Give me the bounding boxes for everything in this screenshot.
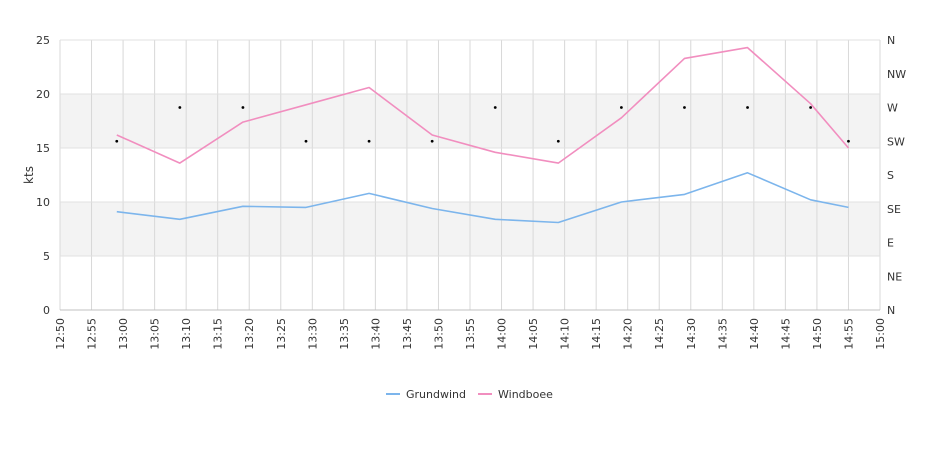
y2-tick-label: E (887, 237, 894, 250)
legend-label: Windboee (498, 388, 553, 401)
direction-point (746, 106, 749, 109)
direction-point (619, 106, 623, 109)
direction-point (809, 106, 813, 109)
direction-point (115, 139, 119, 143)
legend[interactable]: Grundwind Windboee (386, 388, 553, 401)
direction-point (430, 139, 434, 143)
y2-tick-label: SW (887, 135, 905, 148)
y-axis-title: kts (22, 166, 36, 184)
x-tick-label: 14:05 (527, 318, 540, 350)
y2-tick-label: W (887, 102, 898, 115)
y-axis-ticks: 0 5 10 15 20 25 (36, 34, 50, 317)
direction-point (304, 139, 308, 143)
x-tick-label: 14:30 (685, 318, 698, 350)
x-tick-label: 13:50 (432, 318, 445, 350)
x-tick-label: 13:10 (180, 318, 193, 350)
direction-point (241, 106, 245, 109)
x-tick-label: 13:40 (369, 318, 382, 350)
y2-tick-label: NW (887, 68, 906, 81)
x-axis-ticks: 12:50 12:55 13:00 13:05 13:10 13:15 13:20 13:25… (54, 318, 887, 350)
y-tick-label: 25 (36, 34, 50, 47)
x-tick-label: 13:25 (275, 318, 288, 350)
legend-label: Grundwind (406, 388, 466, 401)
legend-item-grundwind[interactable]: Grundwind (386, 388, 466, 401)
x-tick-label: 14:35 (716, 318, 729, 350)
y-tick-label: 10 (36, 196, 50, 209)
x-tick-label: 13:00 (117, 318, 130, 350)
x-tick-label: 13:35 (338, 318, 351, 350)
y2-tick-label: NE (887, 270, 902, 283)
y2-tick-label: S (887, 169, 894, 182)
x-tick-label: 15:00 (874, 318, 887, 350)
x-tick-label: 13:30 (306, 318, 319, 350)
x-tick-label: 13:45 (401, 318, 414, 350)
series-lines (116, 46, 850, 224)
x-tick-label: 13:15 (212, 318, 225, 350)
y-tick-label: 15 (36, 142, 50, 155)
x-tick-label: 14:20 (622, 318, 635, 350)
x-tick-label: 12:55 (86, 318, 99, 350)
x-tick-label: 12:50 (54, 318, 67, 350)
x-tick-label: 13:20 (243, 318, 256, 350)
y2-tick-label: N (887, 34, 895, 47)
x-tick-label: 14:50 (811, 318, 824, 350)
direction-point (556, 139, 560, 143)
series-line-grundwind (116, 172, 849, 224)
x-tick-label: 14:40 (748, 318, 761, 350)
direction-point (683, 106, 686, 109)
y2-tick-label: SE (887, 203, 901, 216)
y2-tick-label: N (887, 304, 895, 317)
x-tick-label: 13:55 (464, 318, 477, 350)
legend-item-windboee[interactable]: Windboee (478, 388, 553, 401)
direction-point (367, 139, 371, 143)
horizontal-gridlines (60, 39, 880, 311)
x-tick-label: 13:05 (149, 318, 162, 350)
y-tick-label: 5 (43, 250, 50, 263)
y2-axis-ticks: N NE E SE S SW W NW N (887, 34, 906, 317)
series-line-windboee (116, 46, 850, 164)
x-tick-label: 14:10 (559, 318, 572, 350)
x-tick-label: 14:15 (590, 318, 603, 350)
x-tick-label: 14:00 (496, 318, 509, 350)
direction-point (493, 106, 497, 109)
y-tick-label: 0 (43, 304, 50, 317)
vertical-gridlines (59, 40, 881, 310)
direction-point (847, 139, 850, 143)
direction-point (178, 106, 182, 109)
direction-markers (115, 106, 850, 143)
x-tick-label: 14:25 (653, 318, 666, 350)
y-tick-label: 20 (36, 88, 50, 101)
x-tick-label: 14:45 (779, 318, 792, 350)
x-tick-label: 14:55 (842, 318, 855, 350)
